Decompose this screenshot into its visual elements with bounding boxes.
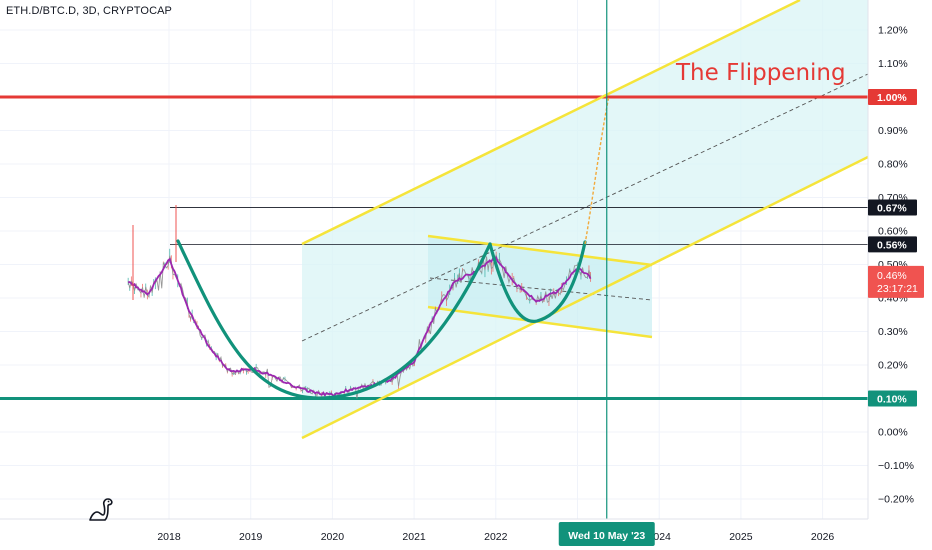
price-axis: 1.20%1.10%1.00%0.90%0.80%0.70%0.60%0.50%… xyxy=(867,0,932,550)
price-badge-label: 0.56% xyxy=(877,239,907,251)
plot-area xyxy=(0,0,868,519)
price-tick-label: 1.10% xyxy=(878,58,908,70)
flag-channel-lower xyxy=(427,305,653,339)
cup-and-handle xyxy=(176,95,610,400)
price-badge-label: 1.00% xyxy=(877,92,907,104)
horizontal-levels xyxy=(0,95,868,400)
price-tick-label: −0.10% xyxy=(878,460,914,472)
flag-channel-upper xyxy=(427,234,653,267)
time-tick-label: 2019 xyxy=(239,531,263,543)
time-tick-label: 2021 xyxy=(402,531,426,543)
time-tick-label: 2018 xyxy=(157,531,181,543)
time-tick-label: 2025 xyxy=(729,531,753,543)
price-badge xyxy=(868,89,917,105)
handle-arc xyxy=(488,240,587,323)
price-tick-label: 0.60% xyxy=(878,226,908,238)
price-tick-label: 0.80% xyxy=(878,159,908,171)
last-price-countdown: 23:17:21 xyxy=(877,283,918,295)
time-axis-bg xyxy=(0,519,868,550)
cursor-date-badge xyxy=(558,522,655,546)
time-tick-label: 2020 xyxy=(321,531,345,543)
cursor-date-label: Wed 10 May '23 xyxy=(568,530,645,542)
channel-lines xyxy=(301,0,868,440)
price-badge xyxy=(868,390,917,407)
tradingview-logo-icon[interactable] xyxy=(86,493,116,523)
price-tick-label: 0.30% xyxy=(878,326,908,338)
cup-arc xyxy=(176,239,492,400)
last-price-badge xyxy=(868,265,924,298)
price-tick-label: 1.20% xyxy=(878,25,908,37)
last-price-value: 0.46% xyxy=(877,270,907,282)
flag-midline xyxy=(429,277,653,301)
rising-channel-upper xyxy=(301,0,801,246)
symbol-title[interactable]: ETH.D/BTC.D, 3D, CRYPTOCAP xyxy=(6,5,172,17)
price-tick-label: 0.90% xyxy=(878,125,908,137)
price-tick-label: 0.00% xyxy=(878,427,908,439)
channel-midline xyxy=(301,73,868,342)
moving-average-line xyxy=(128,255,592,397)
price-tick-label: 0.20% xyxy=(878,360,908,372)
price-tick-label: −0.20% xyxy=(878,494,914,506)
flippening-annotation: The Flippening xyxy=(675,60,846,86)
price-badge-label: 0.10% xyxy=(877,394,907,406)
time-tick-label: 2022 xyxy=(484,531,508,543)
price-badge-label: 0.67% xyxy=(877,203,907,215)
rising-channel-fill xyxy=(302,0,868,438)
time-tick-label: 2026 xyxy=(811,531,835,543)
price-badge xyxy=(868,199,917,216)
price-badge xyxy=(868,236,917,253)
rising-channel-lower xyxy=(301,155,868,440)
